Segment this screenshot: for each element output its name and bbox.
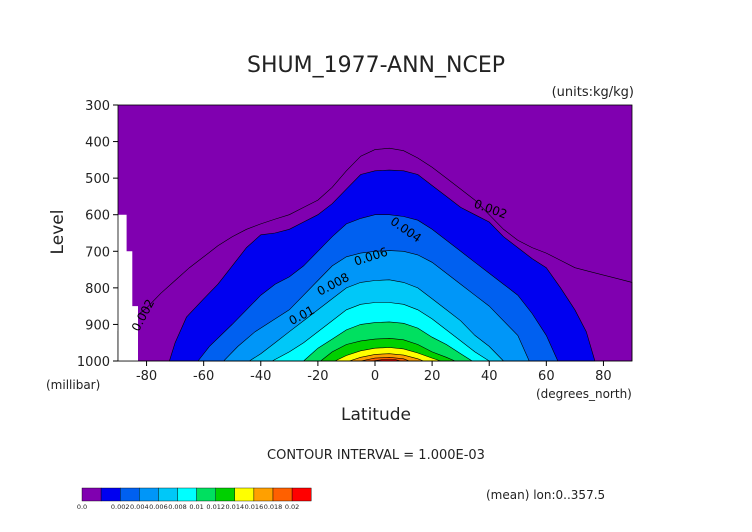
missing-data-region xyxy=(118,214,138,361)
x-tick-label: -40 xyxy=(250,369,271,384)
contour-fill-0.001 xyxy=(117,147,633,362)
colorbar-label: 0.006 xyxy=(149,503,168,511)
y-tick-label: 400 xyxy=(85,136,110,151)
colorbar-swatch xyxy=(196,487,216,502)
colorbar-swatch xyxy=(215,487,235,502)
colorbar-swatch xyxy=(234,487,255,502)
colorbar-label: 0.004 xyxy=(130,503,149,511)
colorbar-swatch xyxy=(158,487,178,502)
colorbar-label: 0.01 xyxy=(189,503,203,511)
contour-interval-label: CONTOUR INTERVAL = 1.000E-03 xyxy=(267,448,485,463)
x-tick-label: 80 xyxy=(595,369,612,384)
colorbar-label: 0.008 xyxy=(168,503,187,511)
y-tick-label: 800 xyxy=(85,282,110,297)
y-tick-label: 900 xyxy=(85,318,110,333)
chart-title: SHUM_1977-ANN_NCEP xyxy=(247,53,505,78)
colorbar-swatch xyxy=(81,487,102,502)
y-tick-label: 500 xyxy=(85,172,110,187)
colorbar-label: 0.02 xyxy=(285,503,299,511)
colorbar-swatch xyxy=(291,487,312,502)
colorbar-swatch xyxy=(272,487,293,502)
y-tick-label: 1000 xyxy=(77,355,110,370)
colorbar-label: 0.012 xyxy=(206,503,225,511)
y-unit-label: (millibar) xyxy=(46,378,100,392)
footer-label: (mean) lon:0..357.5 xyxy=(486,488,605,502)
y-tick-label: 300 xyxy=(85,99,110,114)
colorbar-swatch xyxy=(119,487,140,502)
units-label: (units:kg/kg) xyxy=(552,85,634,100)
x-tick-label: -80 xyxy=(136,369,157,384)
colorbar-swatch xyxy=(253,487,274,502)
x-tick-label: 40 xyxy=(481,369,498,384)
x-tick-label: 60 xyxy=(538,369,555,384)
y-tick-label: 600 xyxy=(85,209,110,224)
colorbar-label: 0.014 xyxy=(225,503,244,511)
x-axis-label: Latitude xyxy=(341,405,411,425)
x-tick-label: 20 xyxy=(424,369,441,384)
x-tick-label: -60 xyxy=(193,369,214,384)
colorbar-label: 0.0 xyxy=(77,503,87,511)
colorbar-swatch xyxy=(139,487,159,502)
colorbar-label: 0.018 xyxy=(264,503,283,511)
x-tick-label: 0 xyxy=(371,369,379,384)
colorbar-label: 0.016 xyxy=(245,503,264,511)
y-tick-label: 700 xyxy=(85,245,110,260)
x-unit-label: (degrees_north) xyxy=(536,387,632,401)
x-tick-label: -20 xyxy=(307,369,328,384)
colorbar-label: 0.002 xyxy=(111,503,130,511)
y-axis-label: Level xyxy=(48,210,68,255)
colorbar-swatch xyxy=(100,487,121,502)
colorbar-swatch xyxy=(177,487,197,502)
